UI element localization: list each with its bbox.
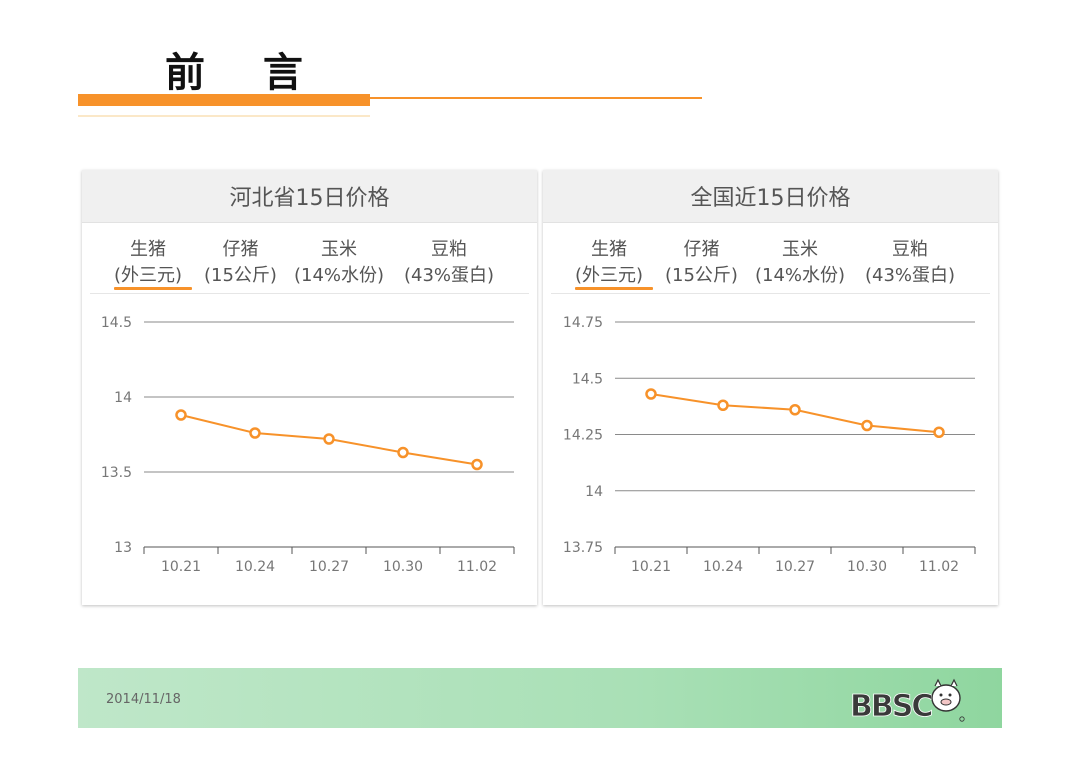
y-tick-label: 13.75 xyxy=(563,540,603,556)
x-tick-label: 11.02 xyxy=(919,559,959,575)
footer-bar: 2014/11/18 BBSC xyxy=(78,668,1002,728)
data-point xyxy=(249,427,261,439)
y-tick-label: 13.5 xyxy=(101,465,132,481)
tab-sublabel: (14%水份) xyxy=(294,265,385,286)
title-underline-faint xyxy=(78,115,370,117)
tab-piglet[interactable]: 仔猪 (15公斤) xyxy=(204,237,277,289)
x-tick-label: 10.30 xyxy=(847,559,887,575)
x-tick-label: 10.30 xyxy=(383,559,423,575)
tab-sublabel: (15公斤) xyxy=(665,265,738,286)
data-point xyxy=(861,419,873,432)
y-tick-label: 14 xyxy=(114,390,132,406)
tab-live-pig[interactable]: 生猪 (外三元) xyxy=(114,237,182,289)
page-title: 前 言 xyxy=(165,50,325,96)
tab-label: 仔猪 xyxy=(222,239,259,260)
y-tick-label: 13 xyxy=(114,540,132,556)
bbsc-logo: BBSC xyxy=(850,672,968,728)
tab-label: 生猪 xyxy=(130,239,167,260)
x-tick-label: 10.21 xyxy=(161,559,201,575)
y-tick-label: 14.5 xyxy=(572,371,603,387)
tab-soybean-meal[interactable]: 豆粕 (43%蛋白) xyxy=(865,237,955,289)
x-tick-label: 10.24 xyxy=(703,559,743,575)
tab-sublabel: (14%水份) xyxy=(755,265,846,286)
tab-label: 玉米 xyxy=(321,239,358,260)
hebei-price-panel: 河北省15日价格 生猪 (外三元) 仔猪 (15公斤) 玉米 (14%水份) 豆… xyxy=(82,170,537,605)
tab-sublabel: (外三元) xyxy=(575,265,644,286)
data-point xyxy=(933,426,945,438)
tab-sublabel: (43%蛋白) xyxy=(865,265,956,286)
tab-soybean-meal[interactable]: 豆粕 (43%蛋白) xyxy=(404,237,494,289)
x-tick-label: 10.27 xyxy=(309,559,349,575)
tab-label: 仔猪 xyxy=(683,239,720,260)
tab-live-pig[interactable]: 生猪 (外三元) xyxy=(575,237,643,289)
tab-corn[interactable]: 玉米 (14%水份) xyxy=(294,237,384,289)
panel-heading: 河北省15日价格 xyxy=(82,170,537,223)
x-tick-label: 11.02 xyxy=(457,559,497,575)
data-point xyxy=(397,446,409,459)
commodity-tabs: 生猪 (外三元) 仔猪 (15公斤) 玉米 (14%水份) 豆粕 (43%蛋白) xyxy=(90,223,529,294)
active-tab-indicator xyxy=(114,287,192,290)
data-point xyxy=(323,433,335,445)
hebei-line-chart: 13 13.5 14 14.5 10.21 10.24 10.27 10.30 11.02 xyxy=(101,315,515,575)
tab-label: 豆粕 xyxy=(892,239,929,260)
tab-label: 豆粕 xyxy=(431,239,468,260)
data-point xyxy=(645,388,657,400)
data-point xyxy=(717,399,729,411)
tab-label: 玉米 xyxy=(782,239,819,260)
footer-date: 2014/11/18 xyxy=(106,692,181,707)
x-tick-label: 10.21 xyxy=(631,559,671,575)
y-tick-label: 14 xyxy=(585,484,603,500)
national-price-panel: 全国近15日价格 生猪 (外三元) 仔猪 (15公斤) 玉米 (14%水份) 豆… xyxy=(543,170,998,605)
data-point xyxy=(471,458,483,471)
y-tick-label: 14.5 xyxy=(101,315,132,331)
tab-sublabel: (43%蛋白) xyxy=(404,265,495,286)
data-point xyxy=(175,409,187,421)
data-point xyxy=(789,404,801,416)
tab-sublabel: (外三元) xyxy=(114,265,183,286)
tab-sublabel: (15公斤) xyxy=(204,265,277,286)
y-tick-label: 14.25 xyxy=(563,428,603,444)
panel-heading: 全国近15日价格 xyxy=(543,170,998,223)
commodity-tabs: 生猪 (外三元) 仔猪 (15公斤) 玉米 (14%水份) 豆粕 (43%蛋白) xyxy=(551,223,990,294)
tab-piglet[interactable]: 仔猪 (15公斤) xyxy=(665,237,738,289)
title-accent-bar xyxy=(78,94,370,106)
national-line-chart: 13.75 14 14.25 14.5 14.75 10.21 10.24 10.27 10.3… xyxy=(563,315,976,575)
title-accent-line xyxy=(370,97,702,99)
x-tick-label: 10.27 xyxy=(775,559,815,575)
logo-text: BBSC xyxy=(850,689,932,724)
tab-label: 生猪 xyxy=(591,239,628,260)
y-tick-label: 14.75 xyxy=(563,315,603,331)
x-tick-label: 10.24 xyxy=(235,559,275,575)
active-tab-indicator xyxy=(575,287,653,290)
tab-corn[interactable]: 玉米 (14%水份) xyxy=(755,237,845,289)
